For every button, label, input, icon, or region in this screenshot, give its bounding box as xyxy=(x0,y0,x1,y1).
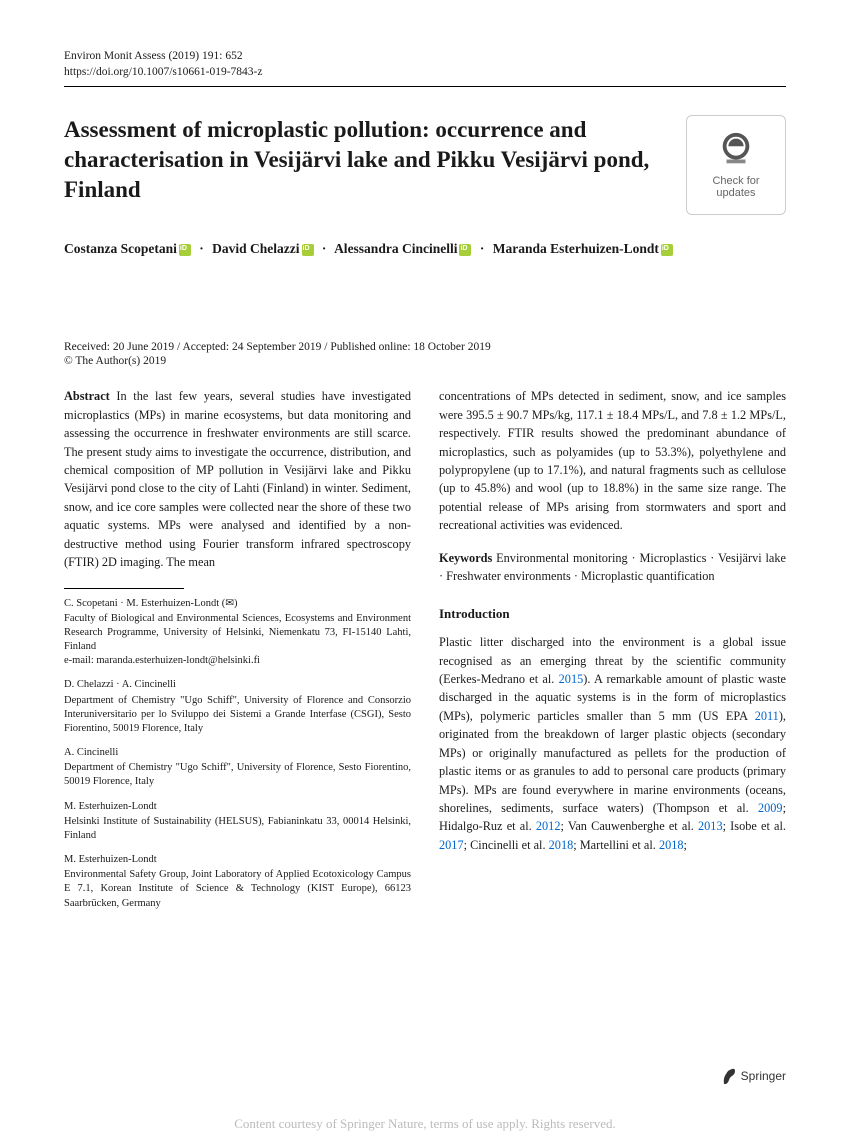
affiliation-3: A. Cincinelli Department of Chemistry "U… xyxy=(64,746,411,790)
running-head: Environ Monit Assess (2019) 191: 652 htt… xyxy=(64,48,786,80)
keywords-label: Keywords xyxy=(439,551,492,565)
affil-names: C. Scopetani · M. Esterhuizen-Londt (✉) xyxy=(64,597,411,611)
crossmark-icon xyxy=(717,131,755,169)
citation-link[interactable]: 2012 xyxy=(536,819,561,833)
keywords-para: Keywords Environmental monitoring · Micr… xyxy=(439,549,786,586)
authors-line: Costanza Scopetani · David Chelazzi · Al… xyxy=(64,241,786,257)
affil-address: Helsinki Institute of Sustainability (HE… xyxy=(64,815,411,843)
affiliation-2: D. Chelazzi · A. Cincinelli Department o… xyxy=(64,678,411,736)
orcid-icon[interactable] xyxy=(459,244,471,256)
check-updates-button[interactable]: Check for updates xyxy=(686,115,786,215)
citation-link[interactable]: 2017 xyxy=(439,838,464,852)
doi-link[interactable]: https://doi.org/10.1007/s10661-019-7843-… xyxy=(64,64,786,80)
orcid-icon[interactable] xyxy=(661,244,673,256)
check-updates-text1: Check for xyxy=(712,175,759,187)
abstract-label: Abstract xyxy=(64,389,110,403)
affil-address: Department of Chemistry "Ugo Schiff", Un… xyxy=(64,761,411,789)
affil-names: A. Cincinelli xyxy=(64,746,411,760)
orcid-icon[interactable] xyxy=(302,244,314,256)
citation-link[interactable]: 2009 xyxy=(758,801,783,815)
citation-link[interactable]: 2015 xyxy=(559,672,584,686)
orcid-icon[interactable] xyxy=(179,244,191,256)
affil-names: D. Chelazzi · A. Cincinelli xyxy=(64,678,411,692)
check-updates-text2: updates xyxy=(712,187,759,199)
citation-link[interactable]: 2018 xyxy=(659,838,684,852)
watermark-text: Content courtesy of Springer Nature, ter… xyxy=(0,1116,850,1132)
copyright: © The Author(s) 2019 xyxy=(64,355,786,367)
affiliation-1: C. Scopetani · M. Esterhuizen-Londt (✉) … xyxy=(64,597,411,669)
affil-address: Department of Chemistry "Ugo Schiff", Un… xyxy=(64,694,411,737)
abstract-para: Abstract In the last few years, several … xyxy=(64,387,411,571)
affil-names: M. Esterhuizen-Londt xyxy=(64,853,411,867)
affil-address: Faculty of Biological and Environmental … xyxy=(64,612,411,655)
publisher-name: Springer xyxy=(741,1069,786,1083)
introduction-para: Plastic litter discharged into the envir… xyxy=(439,633,786,854)
abstract-right: concentrations of MPs detected in sedime… xyxy=(439,387,786,535)
citation-link[interactable]: 2011 xyxy=(755,709,779,723)
introduction-head: Introduction xyxy=(439,604,786,624)
left-column: Abstract In the last few years, several … xyxy=(64,387,411,921)
affiliation-4: M. Esterhuizen-Londt Helsinki Institute … xyxy=(64,800,411,844)
article-title: Assessment of microplastic pollution: oc… xyxy=(64,115,666,205)
keywords-text: Environmental monitoring · Microplastics… xyxy=(439,551,786,583)
author-4[interactable]: Maranda Esterhuizen-Londt xyxy=(493,241,659,256)
springer-horse-icon xyxy=(721,1066,737,1086)
author-2[interactable]: David Chelazzi xyxy=(212,241,299,256)
affil-names: M. Esterhuizen-Londt xyxy=(64,800,411,814)
affiliation-5: M. Esterhuizen-Londt Environmental Safet… xyxy=(64,853,411,911)
journal-line: Environ Monit Assess (2019) 191: 652 xyxy=(64,48,786,64)
abstract-left: In the last few years, several studies h… xyxy=(64,389,411,569)
citation-link[interactable]: 2018 xyxy=(549,838,574,852)
author-3[interactable]: Alessandra Cincinelli xyxy=(334,241,457,256)
author-1[interactable]: Costanza Scopetani xyxy=(64,241,177,256)
article-dates: Received: 20 June 2019 / Accepted: 24 Se… xyxy=(64,341,786,353)
affiliation-rule xyxy=(64,588,184,589)
right-column: concentrations of MPs detected in sedime… xyxy=(439,387,786,921)
citation-link[interactable]: 2013 xyxy=(698,819,723,833)
affil-email: e-mail: maranda.esterhuizen-londt@helsin… xyxy=(64,654,411,668)
header-rule xyxy=(64,86,786,87)
affil-address: Environmental Safety Group, Joint Labora… xyxy=(64,868,411,911)
publisher-logo: Springer xyxy=(721,1066,786,1086)
